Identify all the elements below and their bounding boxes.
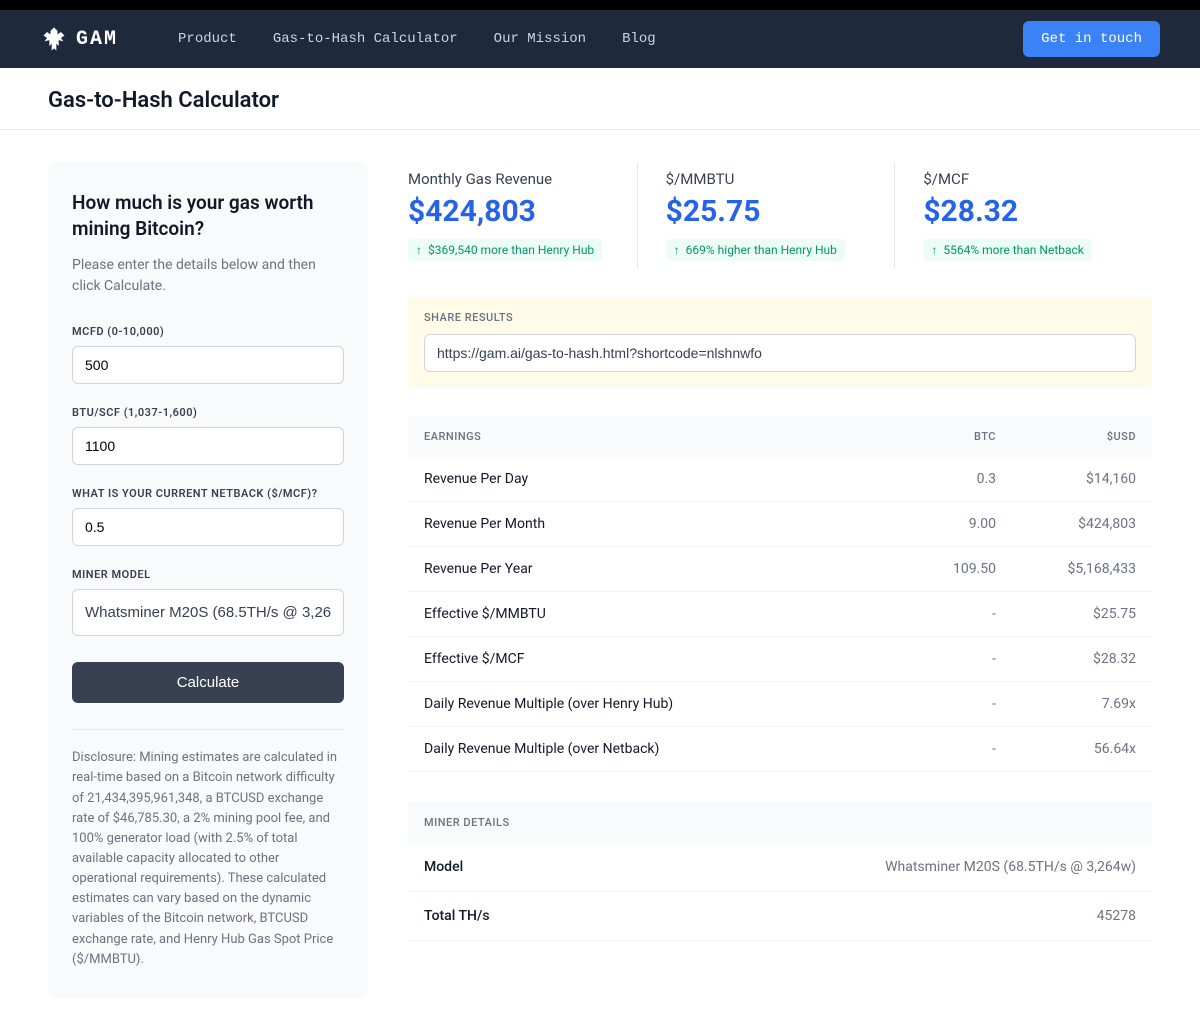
table-row: Daily Revenue Multiple (over Henry Hub)-… [408,682,1152,727]
row-label: Daily Revenue Multiple (over Netback) [424,741,876,757]
row-btc: - [876,606,996,622]
share-label: SHARE RESULTS [424,311,1136,324]
label-mcfd: MCFD (0-10,000) [72,325,344,338]
nav-links: Product Gas-to-Hash Calculator Our Missi… [178,31,656,47]
metric-label: Monthly Gas Revenue [408,170,609,188]
metric-mmbtu: $/MMBTU $25.75 ↑ 669% higher than Henry … [637,162,895,269]
calculate-button[interactable]: Calculate [72,662,344,703]
metric-delta-text: $369,540 more than Henry Hub [428,243,594,257]
arrow-up-icon: ↑ [931,243,937,257]
page-title: Gas-to-Hash Calculator [48,88,1152,113]
arrow-up-icon: ↑ [416,243,422,257]
input-netback[interactable] [72,508,344,546]
row-value: Whatsminer M20S (68.5TH/s @ 3,264w) [885,859,1136,875]
miner-details-table: MINER DETAILS ModelWhatsminer M20S (68.5… [408,802,1152,941]
table-row: Revenue Per Day0.3$14,160 [408,457,1152,502]
row-value: 45278 [1097,908,1136,924]
row-label: Daily Revenue Multiple (over Henry Hub) [424,696,876,712]
row-label: Model [424,859,885,875]
navbar: GAM Product Gas-to-Hash Calculator Our M… [0,10,1200,68]
row-btc: - [876,651,996,667]
field-btu: BTU/SCF (1,037-1,600) [72,406,344,465]
row-usd: $28.32 [996,651,1136,667]
eagle-icon [40,25,68,53]
label-btu: BTU/SCF (1,037-1,600) [72,406,344,419]
metric-delta-text: 669% higher than Henry Hub [686,243,837,257]
metric-label: $/MCF [923,170,1124,188]
page-header: Gas-to-Hash Calculator [0,68,1200,130]
results-panel: Monthly Gas Revenue $424,803 ↑ $369,540 … [408,162,1152,971]
nav-link-mission[interactable]: Our Mission [494,31,586,47]
row-btc: 9.00 [876,516,996,532]
row-label: Revenue Per Year [424,561,876,577]
table-row: Effective $/MMBTU-$25.75 [408,592,1152,637]
calculator-form: How much is your gas worth mining Bitcoi… [48,162,368,998]
table-row: Daily Revenue Multiple (over Netback)-56… [408,727,1152,772]
table-row: Total TH/s45278 [408,892,1152,941]
metric-value: $28.32 [923,194,1124,229]
row-btc: - [876,741,996,757]
browser-topbar [0,0,1200,10]
row-usd: 7.69x [996,696,1136,712]
metric-label: $/MMBTU [666,170,867,188]
row-usd: 56.64x [996,741,1136,757]
form-heading: How much is your gas worth mining Bitcoi… [72,190,344,241]
row-btc: - [876,696,996,712]
metric-delta: ↑ 669% higher than Henry Hub [666,239,845,261]
share-url-input[interactable] [424,334,1136,372]
field-mcfd: MCFD (0-10,000) [72,325,344,384]
table-row: ModelWhatsminer M20S (68.5TH/s @ 3,264w) [408,843,1152,892]
row-usd: $14,160 [996,471,1136,487]
row-btc: 109.50 [876,561,996,577]
metric-value: $424,803 [408,194,609,229]
label-netback: WHAT IS YOUR CURRENT NETBACK ($/MCF)? [72,487,344,500]
row-label: Effective $/MMBTU [424,606,876,622]
nav-link-blog[interactable]: Blog [622,31,656,47]
brand-text: GAM [76,28,118,51]
share-results-box: SHARE RESULTS [408,297,1152,388]
metrics-row: Monthly Gas Revenue $424,803 ↑ $369,540 … [408,162,1152,269]
row-usd: $424,803 [996,516,1136,532]
row-label: Effective $/MCF [424,651,876,667]
row-label: Total TH/s [424,908,1097,924]
header-btc: BTC [876,430,996,443]
earnings-header: EARNINGS BTC $USD [408,416,1152,457]
form-subtitle: Please enter the details below and then … [72,255,344,297]
label-miner-model: MINER MODEL [72,568,344,581]
row-label: Revenue Per Day [424,471,876,487]
header-earnings: EARNINGS [424,430,876,443]
input-mcfd[interactable] [72,346,344,384]
metric-monthly-revenue: Monthly Gas Revenue $424,803 ↑ $369,540 … [408,162,637,269]
metric-delta-text: 5564% more than Netback [943,243,1084,257]
arrow-up-icon: ↑ [674,243,680,257]
field-netback: WHAT IS YOUR CURRENT NETBACK ($/MCF)? [72,487,344,546]
earnings-table: EARNINGS BTC $USD Revenue Per Day0.3$14,… [408,416,1152,772]
metric-delta: ↑ $369,540 more than Henry Hub [408,239,602,261]
metric-mcf: $/MCF $28.32 ↑ 5564% more than Netback [894,162,1152,269]
nav-link-product[interactable]: Product [178,31,237,47]
row-usd: $25.75 [996,606,1136,622]
brand-logo[interactable]: GAM [40,25,118,53]
metric-value: $25.75 [666,194,867,229]
get-in-touch-button[interactable]: Get in touch [1023,21,1160,57]
row-btc: 0.3 [876,471,996,487]
form-divider [72,729,344,730]
header-usd: $USD [996,430,1136,443]
metric-delta: ↑ 5564% more than Netback [923,239,1092,261]
row-label: Revenue Per Month [424,516,876,532]
table-row: Revenue Per Month9.00$424,803 [408,502,1152,547]
input-btu[interactable] [72,427,344,465]
nav-link-calculator[interactable]: Gas-to-Hash Calculator [273,31,458,47]
miner-details-header: MINER DETAILS [408,802,1152,843]
disclosure-text: Disclosure: Mining estimates are calcula… [72,748,344,970]
table-row: Effective $/MCF-$28.32 [408,637,1152,682]
row-usd: $5,168,433 [996,561,1136,577]
table-row: Revenue Per Year109.50$5,168,433 [408,547,1152,592]
select-miner-model[interactable]: Whatsminer M20S (68.5TH/s @ 3,264w) [72,589,344,636]
field-miner-model: MINER MODEL Whatsminer M20S (68.5TH/s @ … [72,568,344,636]
